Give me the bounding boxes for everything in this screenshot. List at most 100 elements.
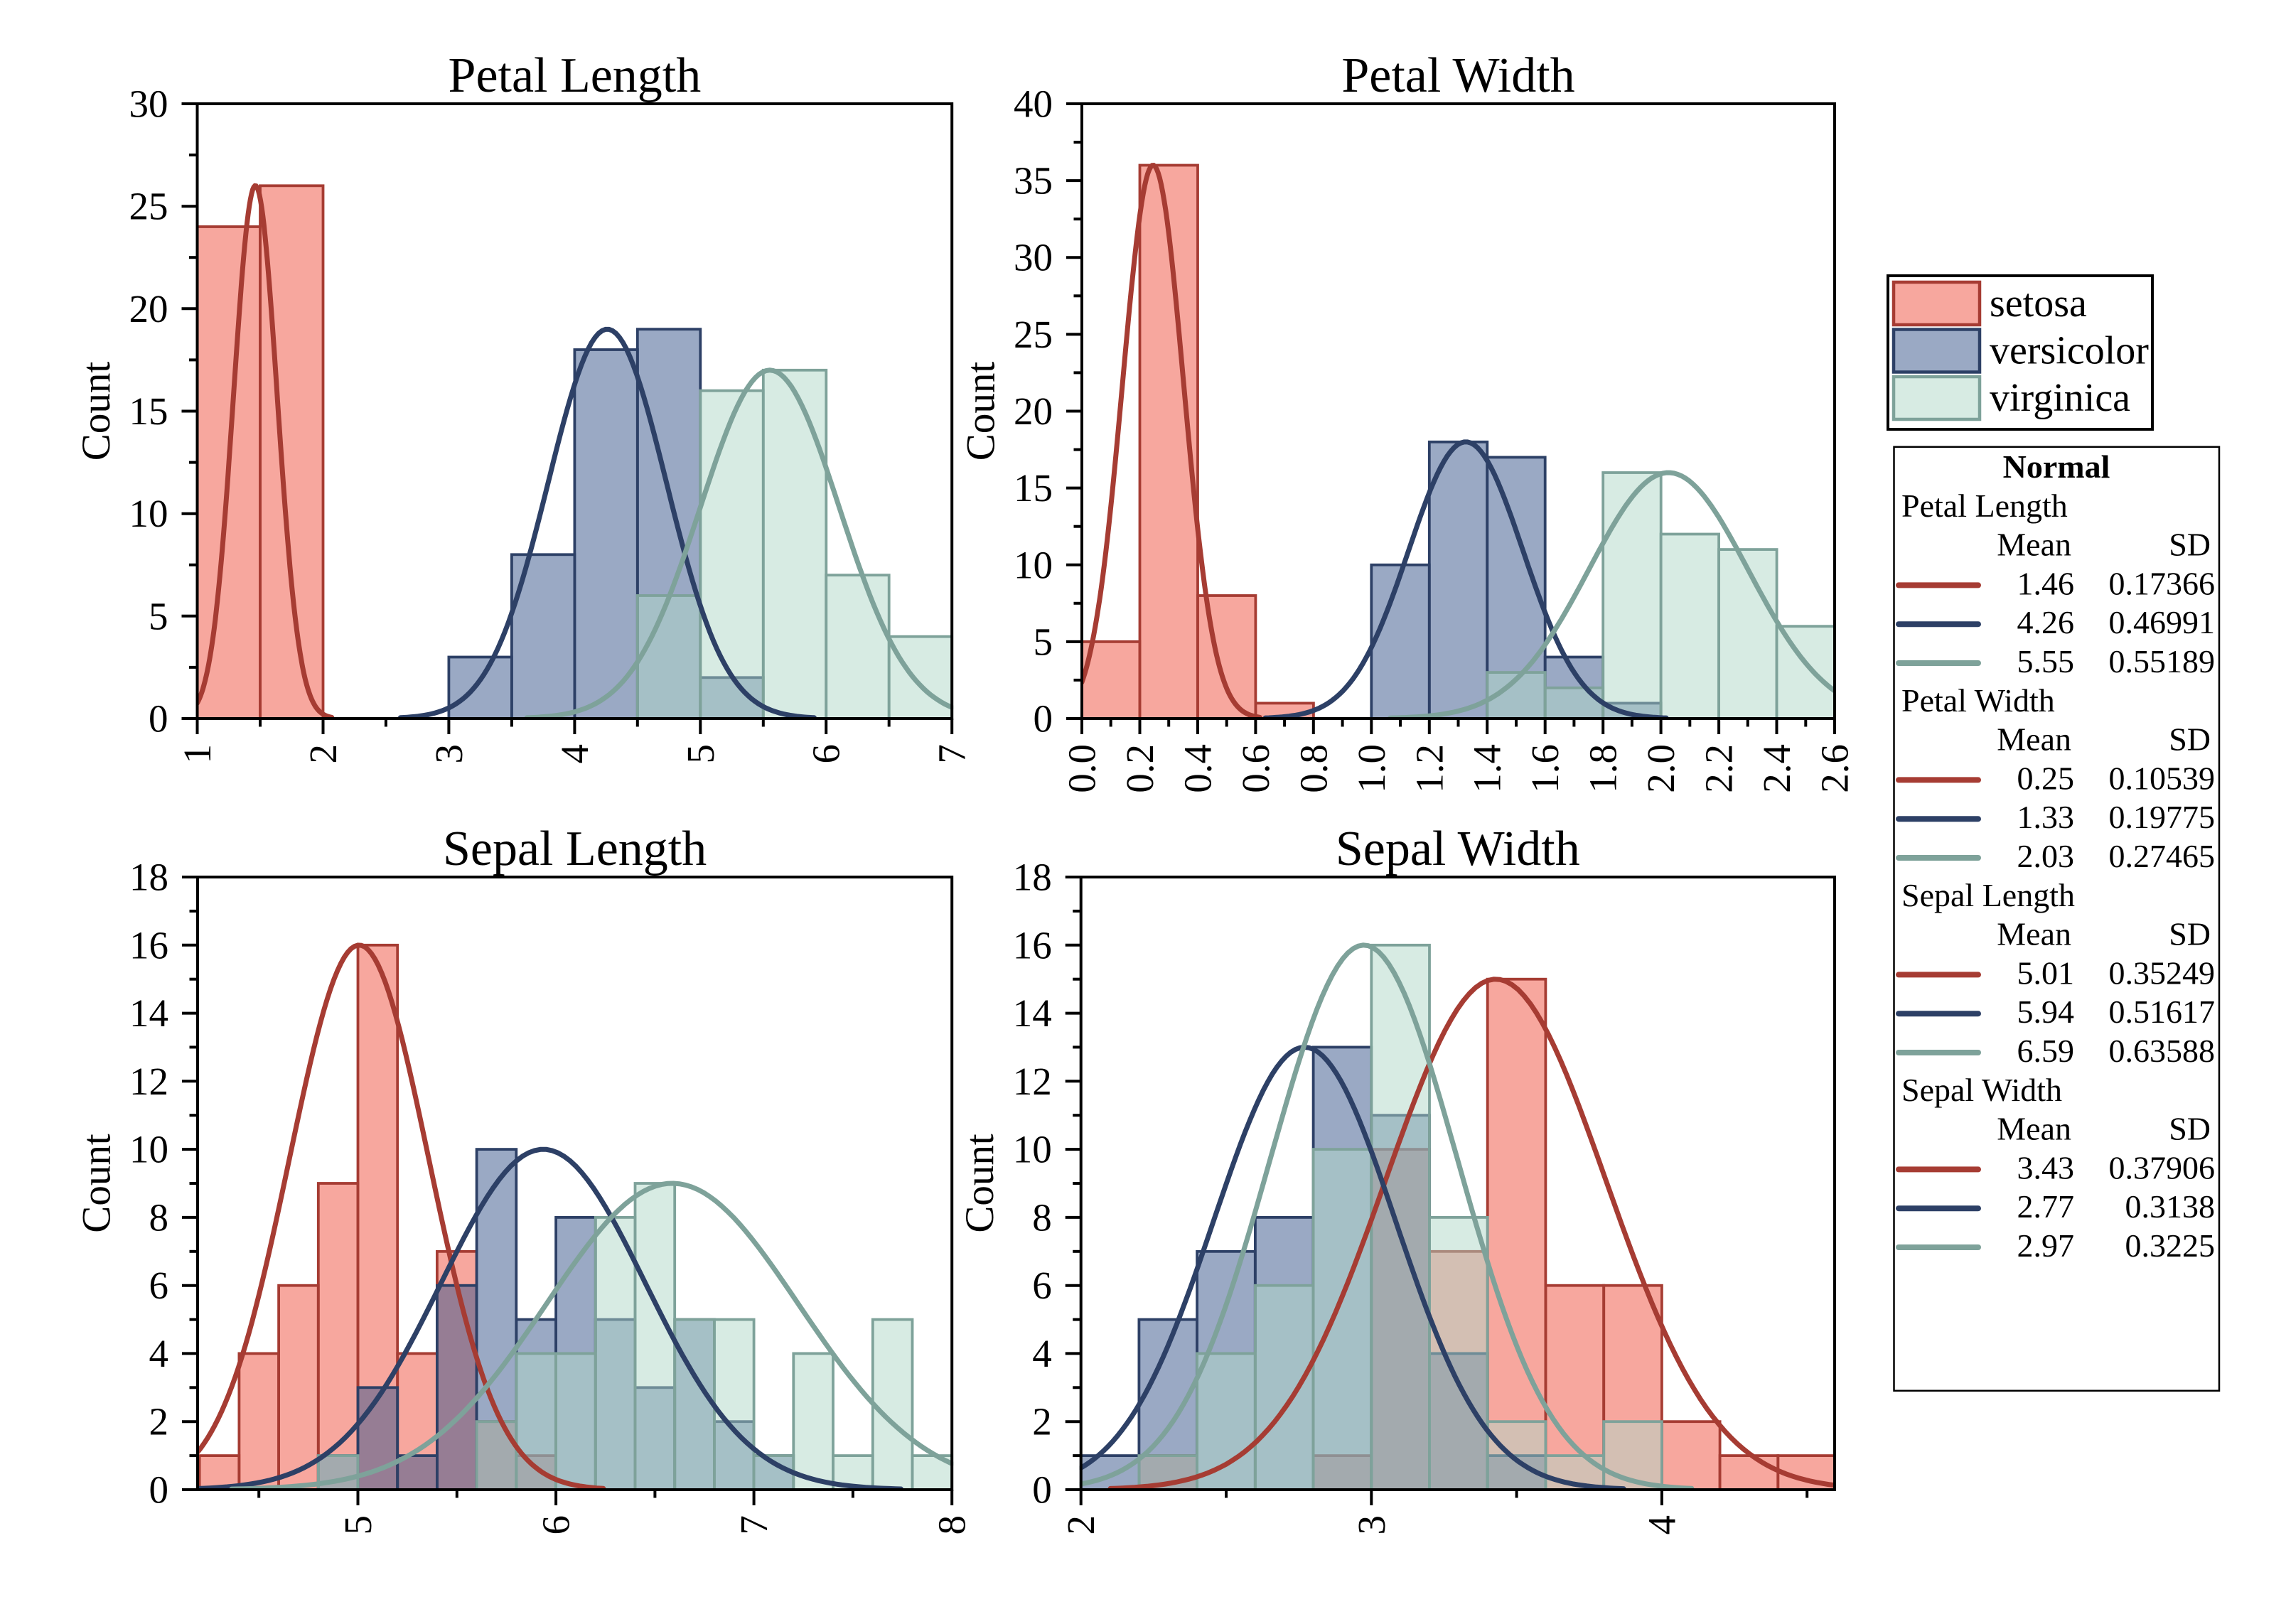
svg-text:0.8: 0.8 [1292, 744, 1335, 793]
svg-text:0.46991: 0.46991 [2109, 604, 2216, 640]
svg-text:1.6: 1.6 [1523, 744, 1567, 793]
svg-text:2.6: 2.6 [1813, 744, 1857, 793]
svg-text:0.25: 0.25 [2017, 760, 2075, 796]
svg-text:0.17366: 0.17366 [2109, 565, 2216, 601]
svg-text:35: 35 [1014, 159, 1053, 203]
svg-text:virginica: virginica [1990, 376, 2130, 420]
svg-text:versicolor: versicolor [1990, 329, 2149, 373]
svg-text:2: 2 [301, 744, 345, 764]
svg-text:1.4: 1.4 [1466, 744, 1509, 793]
svg-text:15: 15 [1014, 466, 1053, 510]
svg-text:0.19775: 0.19775 [2109, 799, 2216, 835]
svg-text:0: 0 [149, 1468, 169, 1512]
svg-text:1.8: 1.8 [1582, 744, 1625, 793]
svg-text:0: 0 [1034, 697, 1053, 741]
svg-text:5: 5 [679, 744, 722, 764]
svg-text:SD: SD [2169, 916, 2211, 952]
svg-text:8: 8 [930, 1515, 974, 1535]
svg-text:10: 10 [1013, 1128, 1052, 1171]
svg-text:SD: SD [2169, 721, 2211, 758]
svg-text:5.55: 5.55 [2017, 643, 2075, 679]
svg-text:6: 6 [149, 1264, 169, 1307]
svg-text:Sepal Length: Sepal Length [443, 822, 707, 876]
svg-text:0.55189: 0.55189 [2109, 643, 2216, 679]
svg-text:4: 4 [149, 1332, 169, 1375]
svg-text:Normal: Normal [2003, 448, 2110, 485]
svg-text:10: 10 [129, 1128, 168, 1171]
svg-text:2.2: 2.2 [1697, 744, 1741, 793]
svg-text:7: 7 [732, 1515, 776, 1535]
svg-text:5: 5 [1034, 620, 1053, 663]
svg-text:3.43: 3.43 [2017, 1149, 2075, 1185]
svg-text:12: 12 [1013, 1060, 1052, 1103]
svg-text:Petal Length: Petal Length [449, 48, 702, 103]
svg-text:5: 5 [336, 1515, 380, 1535]
svg-text:1.0: 1.0 [1350, 744, 1393, 793]
svg-text:Sepal Width: Sepal Width [1901, 1072, 2062, 1108]
svg-text:1.46: 1.46 [2017, 565, 2075, 601]
svg-text:25: 25 [129, 185, 168, 228]
svg-text:14: 14 [1013, 991, 1052, 1035]
svg-text:0.63588: 0.63588 [2109, 1033, 2216, 1069]
svg-text:0.4: 0.4 [1176, 744, 1219, 793]
svg-text:0: 0 [1032, 1468, 1052, 1512]
svg-text:4: 4 [1640, 1515, 1683, 1535]
svg-text:2: 2 [149, 1400, 169, 1443]
svg-text:2.77: 2.77 [2017, 1188, 2075, 1225]
svg-text:0: 0 [149, 697, 168, 741]
svg-text:0.10539: 0.10539 [2109, 760, 2216, 796]
svg-text:2.4: 2.4 [1755, 744, 1798, 793]
svg-text:10: 10 [129, 492, 168, 535]
svg-text:6.59: 6.59 [2017, 1033, 2075, 1069]
svg-text:8: 8 [149, 1195, 169, 1239]
svg-text:setosa: setosa [1990, 281, 2087, 326]
svg-text:5.01: 5.01 [2017, 954, 2075, 991]
svg-text:3: 3 [427, 744, 471, 764]
svg-text:0.3138: 0.3138 [2125, 1188, 2216, 1225]
svg-text:Count: Count [75, 1134, 119, 1233]
svg-text:2: 2 [1032, 1400, 1052, 1443]
svg-text:25: 25 [1014, 313, 1053, 356]
svg-text:0.51617: 0.51617 [2109, 994, 2216, 1030]
svg-text:2.97: 2.97 [2017, 1227, 2075, 1264]
svg-text:15: 15 [129, 389, 168, 433]
svg-text:2: 2 [1059, 1515, 1102, 1535]
svg-text:4.26: 4.26 [2017, 604, 2075, 640]
svg-text:SD: SD [2169, 527, 2211, 563]
svg-text:20: 20 [129, 287, 168, 330]
svg-text:1: 1 [176, 744, 219, 764]
svg-text:Petal Width: Petal Width [1341, 48, 1574, 103]
svg-text:Petal Length: Petal Length [1901, 488, 2068, 524]
svg-text:16: 16 [1013, 923, 1052, 967]
svg-text:Mean: Mean [1997, 916, 2071, 952]
svg-text:6: 6 [1032, 1264, 1052, 1307]
svg-text:SD: SD [2169, 1111, 2211, 1147]
svg-text:18: 18 [1013, 856, 1052, 899]
svg-text:Count: Count [74, 362, 119, 461]
svg-text:20: 20 [1014, 389, 1053, 433]
svg-text:30: 30 [1014, 236, 1053, 279]
svg-text:16: 16 [129, 923, 168, 967]
svg-text:0.6: 0.6 [1234, 744, 1277, 793]
svg-text:0.35249: 0.35249 [2109, 954, 2216, 991]
svg-text:8: 8 [1032, 1195, 1052, 1239]
svg-text:1.2: 1.2 [1407, 744, 1451, 793]
svg-text:0.27465: 0.27465 [2109, 838, 2216, 874]
svg-text:0.0: 0.0 [1061, 744, 1104, 793]
svg-text:6: 6 [805, 744, 848, 764]
svg-text:14: 14 [129, 991, 168, 1035]
svg-text:4: 4 [553, 744, 596, 764]
svg-text:Count: Count [959, 362, 1004, 461]
svg-text:40: 40 [1014, 82, 1053, 126]
svg-text:5: 5 [149, 594, 168, 638]
svg-text:5.94: 5.94 [2017, 994, 2075, 1030]
svg-text:10: 10 [1014, 543, 1053, 586]
svg-text:2.0: 2.0 [1639, 744, 1683, 793]
svg-text:0.3225: 0.3225 [2125, 1227, 2216, 1264]
svg-text:Mean: Mean [1997, 1111, 2071, 1147]
svg-text:30: 30 [129, 82, 168, 126]
svg-text:3: 3 [1350, 1515, 1393, 1535]
svg-text:18: 18 [129, 856, 168, 899]
svg-text:Sepal Length: Sepal Length [1901, 877, 2075, 913]
svg-text:Count: Count [957, 1134, 1002, 1233]
